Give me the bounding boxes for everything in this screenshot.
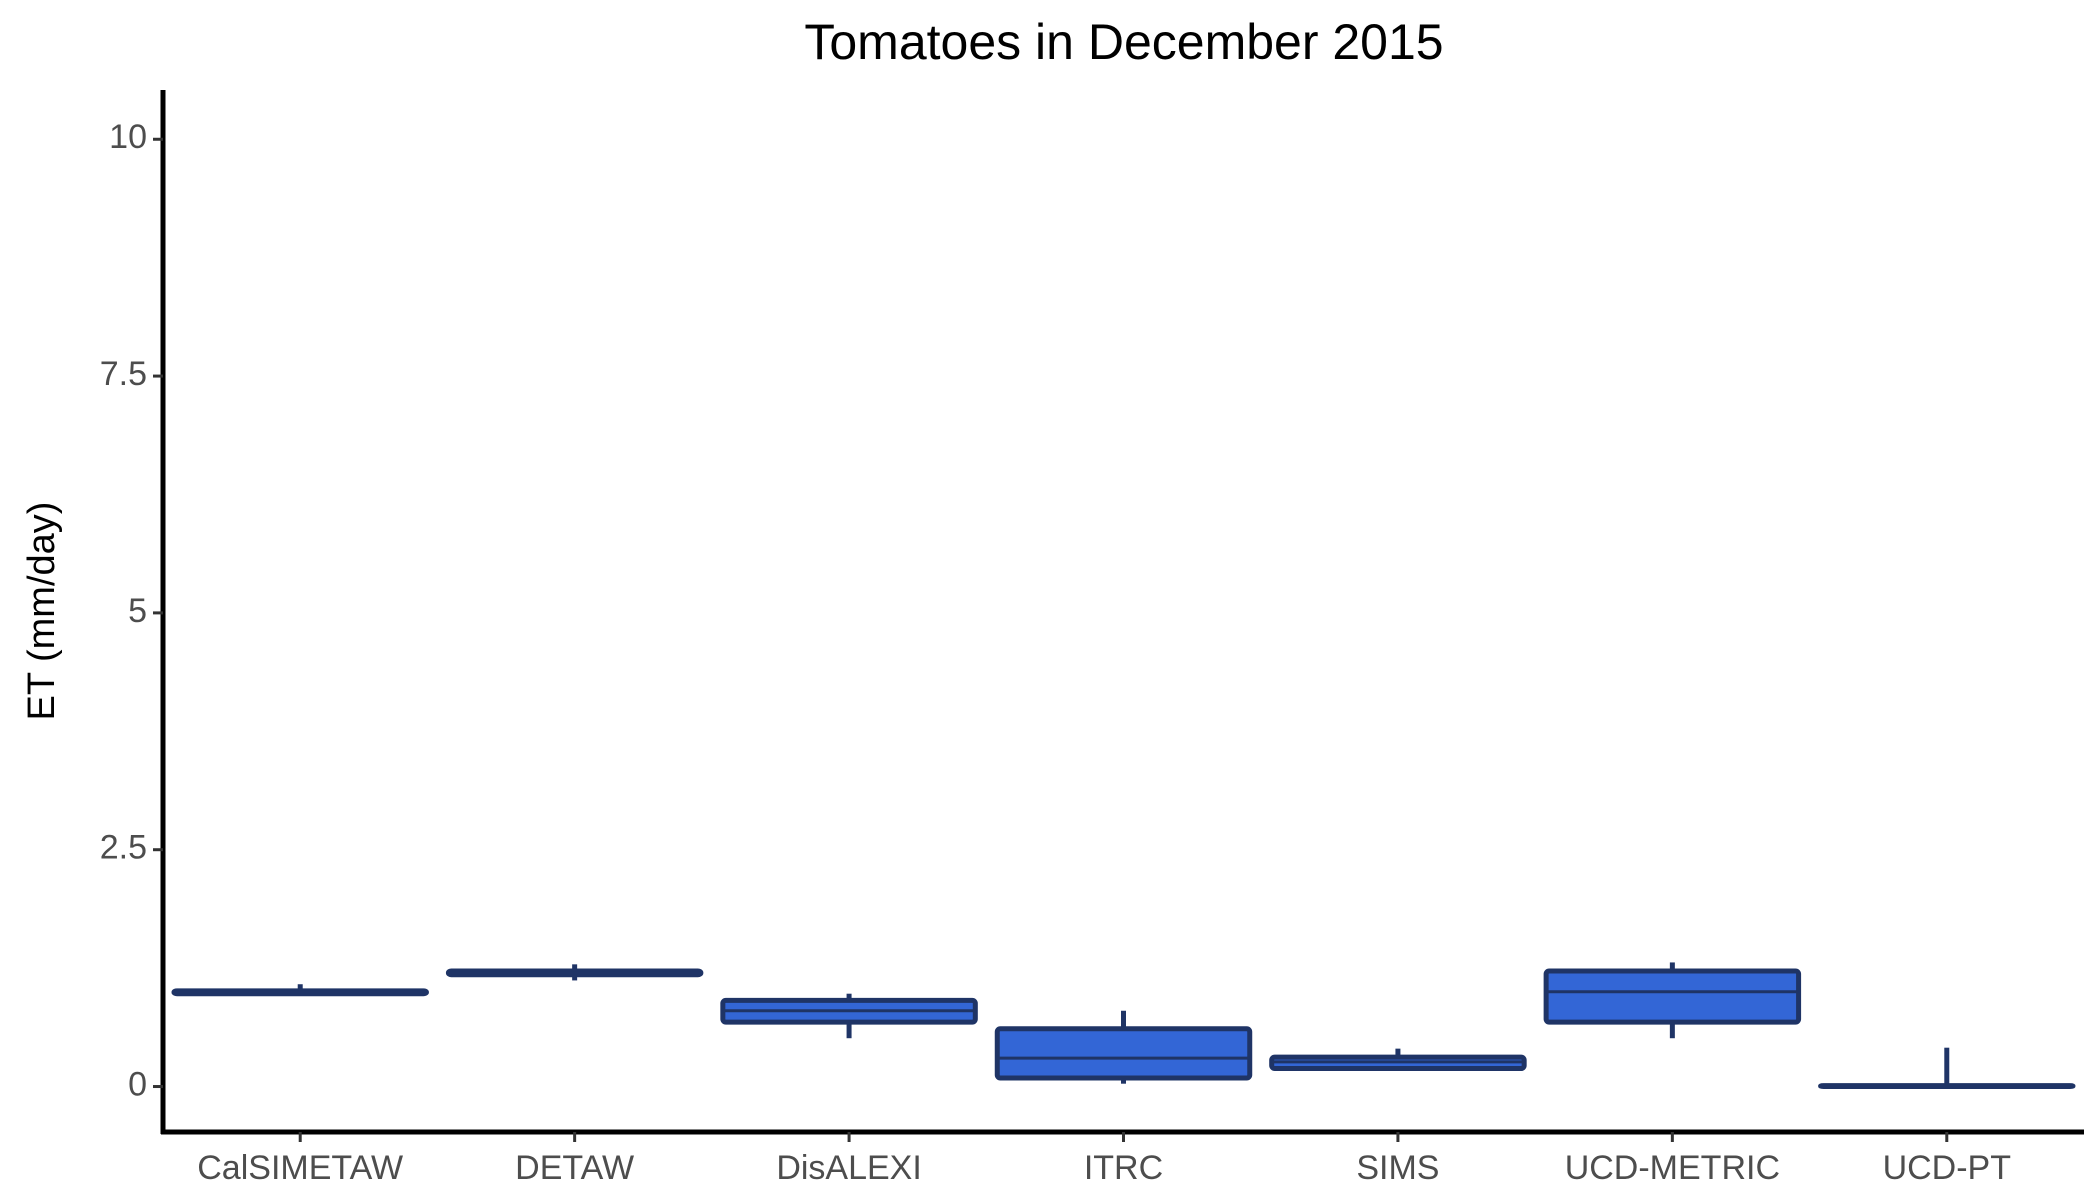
x-tick-label: DETAW — [515, 1149, 634, 1187]
y-tick-label: 5 — [128, 592, 147, 630]
chart-title: Tomatoes in December 2015 — [804, 14, 1443, 70]
y-tick-label: 2.5 — [100, 829, 147, 867]
x-tick-label: ITRC — [1084, 1149, 1163, 1187]
box — [994, 1026, 1253, 1081]
y-axis-label: ET (mm/day) — [21, 502, 63, 721]
x-tick-label: UCD-METRIC — [1565, 1149, 1780, 1187]
y-tick-label: 7.5 — [100, 355, 147, 393]
x-tick-label: DisALEXI — [776, 1149, 922, 1187]
box — [1543, 968, 1802, 1025]
x-tick-label: UCD-PT — [1883, 1149, 2011, 1187]
y-tick-label: 10 — [109, 118, 147, 156]
x-tick-label: SIMS — [1356, 1149, 1439, 1187]
y-tick-label: 0 — [128, 1066, 147, 1104]
x-tick-label: CalSIMETAW — [197, 1149, 403, 1187]
